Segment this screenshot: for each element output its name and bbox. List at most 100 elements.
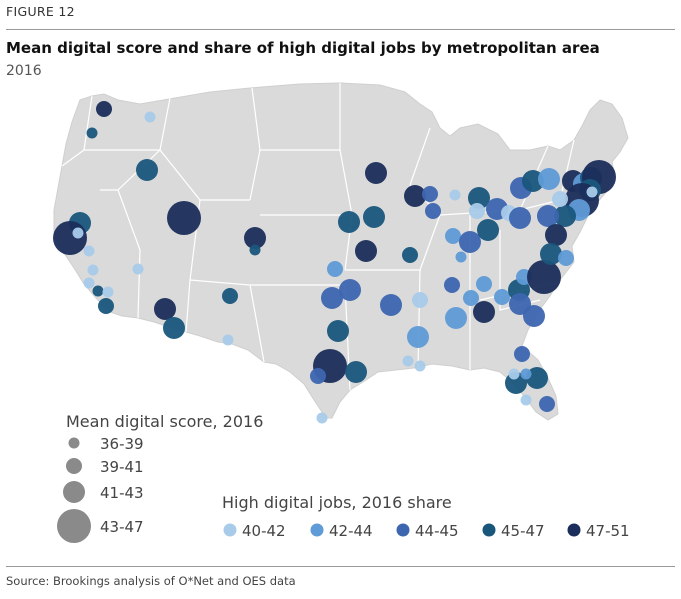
- size-legend-swatch-43-47: [57, 509, 91, 543]
- metro-dot: [407, 326, 429, 348]
- chart-title: Mean digital score and share of high dig…: [6, 39, 600, 57]
- metro-dot: [316, 412, 328, 424]
- metro-dot: [404, 185, 426, 207]
- color-legend-swatch-42-44: [310, 523, 324, 537]
- metro-dot: [136, 159, 158, 181]
- top-divider: [6, 29, 675, 30]
- metro-dot: [537, 205, 559, 227]
- metro-dot: [473, 301, 495, 323]
- color-legend-label-40-42: 40-42: [242, 522, 286, 540]
- size-legend-label-41-43: 41-43: [100, 484, 144, 502]
- metro-dot: [558, 250, 574, 266]
- metro-dot: [92, 285, 104, 297]
- metro-dot: [355, 240, 377, 262]
- metro-dot: [468, 187, 490, 209]
- state-border-line: [339, 83, 353, 271]
- metro-dot: [402, 247, 418, 263]
- metro-dot: [86, 127, 98, 139]
- metro-dots: [53, 101, 616, 424]
- state-border-line: [100, 189, 141, 319]
- size-legend-title: Mean digital score, 2016: [66, 412, 263, 431]
- color-legend-swatch-45-47: [482, 523, 496, 537]
- metro-dot: [83, 277, 95, 289]
- color-legend-label-45-47: 45-47: [501, 522, 545, 540]
- metro-dot: [586, 186, 598, 198]
- metro-dot: [545, 224, 567, 246]
- metro-dot: [96, 101, 112, 117]
- size-legend-label-36-39: 36-39: [100, 435, 144, 453]
- metro-dot: [539, 396, 555, 412]
- metro-dot: [445, 228, 461, 244]
- metro-dot: [523, 305, 545, 327]
- metro-dot: [53, 221, 87, 255]
- metro-dot: [552, 191, 568, 207]
- metro-dot: [520, 368, 532, 380]
- metro-dot: [463, 290, 479, 306]
- metro-dot: [469, 203, 485, 219]
- metro-dot: [540, 243, 562, 265]
- color-legend-label-44-45: 44-45: [415, 522, 459, 540]
- metro-dot: [526, 367, 548, 389]
- metro-dot: [222, 288, 238, 304]
- color-legend-title: High digital jobs, 2016 share: [222, 493, 452, 512]
- metro-dot: [554, 205, 576, 227]
- metro-dot: [363, 206, 385, 228]
- metro-dot: [402, 355, 414, 367]
- metro-dot: [154, 298, 176, 320]
- metro-dot: [167, 201, 201, 235]
- metro-dot: [163, 317, 185, 339]
- metro-dot: [445, 307, 467, 329]
- metro-dot: [477, 219, 499, 241]
- metro-dot: [459, 231, 481, 253]
- metro-dot: [494, 289, 510, 305]
- color-legend-swatch-44-45: [396, 523, 410, 537]
- color-legend-label-47-51: 47-51: [586, 522, 630, 540]
- metro-dot: [249, 244, 261, 256]
- chart-subtitle: 2016: [6, 63, 42, 79]
- size-legend-swatch-41-43: [63, 481, 85, 503]
- metro-dot: [327, 261, 343, 277]
- state-border-line: [409, 127, 431, 186]
- color-legend-swatch-40-42: [223, 523, 237, 537]
- metro-dot: [321, 287, 343, 309]
- metro-dot: [509, 207, 531, 229]
- metro-dot: [365, 162, 387, 184]
- metro-dot: [310, 368, 326, 384]
- metro-dot: [538, 168, 560, 190]
- size-legend-label-43-47: 43-47: [100, 518, 144, 536]
- metro-dot: [455, 251, 467, 263]
- metro-dot: [244, 227, 266, 249]
- metro-dot: [414, 360, 426, 372]
- metro-dot: [508, 368, 520, 380]
- metro-dot: [449, 189, 461, 201]
- color-legend-swatch-47-51: [567, 523, 581, 537]
- metro-dot: [98, 298, 114, 314]
- size-legend-label-39-41: 39-41: [100, 458, 144, 476]
- metro-dot: [222, 334, 234, 346]
- color-legend-label-42-44: 42-44: [329, 522, 373, 540]
- metro-dot: [102, 286, 114, 298]
- metro-dot: [522, 170, 544, 192]
- state-border-line: [559, 139, 575, 201]
- metro-dot: [132, 263, 144, 275]
- metro-dot: [144, 111, 156, 123]
- metro-dot: [444, 277, 460, 293]
- metro-dot: [422, 186, 438, 202]
- metro-dot: [338, 211, 360, 233]
- state-border-line: [417, 269, 421, 369]
- metro-dot: [87, 264, 99, 276]
- metro-dot: [380, 294, 402, 316]
- metro-dot: [412, 292, 428, 308]
- metro-dot: [83, 245, 95, 257]
- state-border-line: [251, 87, 261, 151]
- size-legend-swatch-39-41: [66, 458, 82, 474]
- metro-dot: [514, 346, 530, 362]
- metro-dot: [520, 394, 532, 406]
- metro-dot: [327, 320, 349, 342]
- metro-dot: [527, 260, 561, 294]
- bottom-divider: [6, 566, 675, 567]
- size-legend-swatch-36-39: [68, 437, 80, 449]
- figure-label: FIGURE 12: [6, 4, 75, 19]
- metro-dot: [476, 276, 492, 292]
